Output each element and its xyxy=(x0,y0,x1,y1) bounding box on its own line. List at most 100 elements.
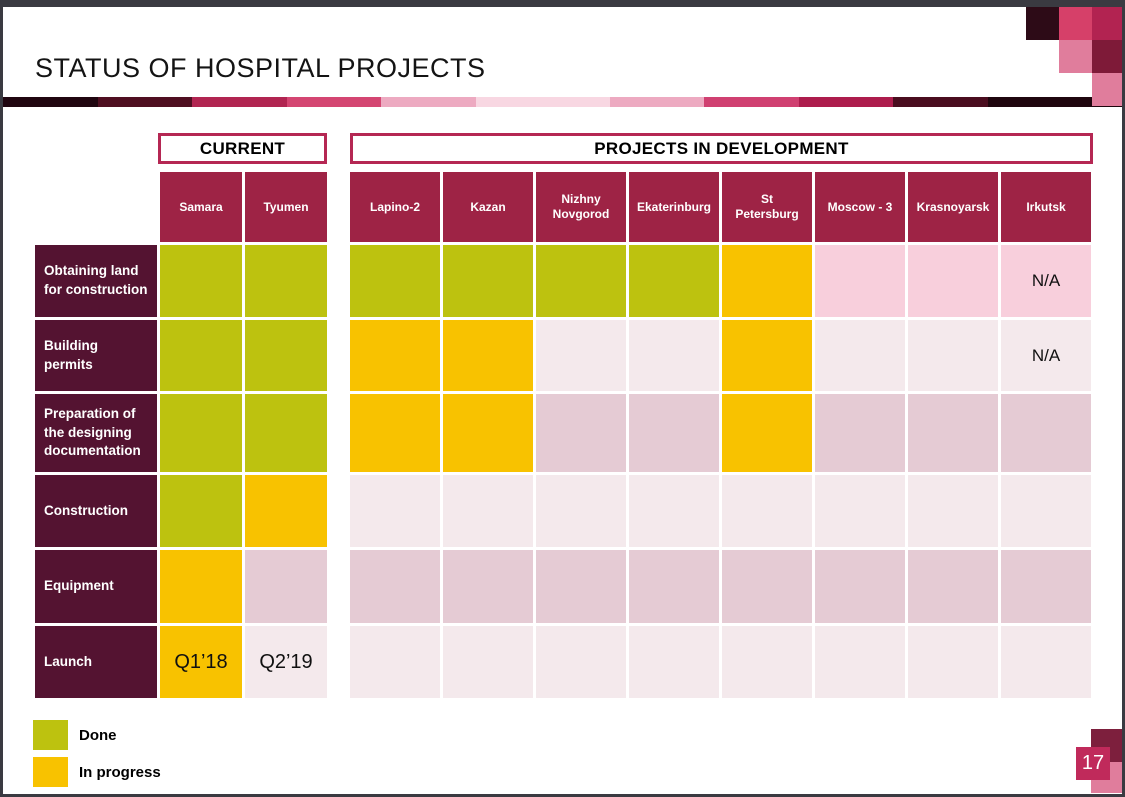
cell-development-r4c1 xyxy=(443,550,533,623)
cell-development-r5c0 xyxy=(350,626,440,698)
cell-development-r4c2 xyxy=(536,550,626,623)
cell-current-r2c1 xyxy=(245,394,327,472)
column-header-lapino-2: Lapino-2 xyxy=(350,172,440,242)
column-header-kazan: Kazan xyxy=(443,172,533,242)
cell-current-r5c1: Q2’19 xyxy=(245,626,327,698)
cell-current-r0c1 xyxy=(245,245,327,317)
legend: Done In progress xyxy=(33,720,161,794)
column-header-ekaterinburg: Ekaterinburg xyxy=(629,172,719,242)
cell-development-r3c1 xyxy=(443,475,533,547)
column-header-moscow-3: Moscow - 3 xyxy=(815,172,905,242)
cell-development-r2c1 xyxy=(443,394,533,472)
row-label-equipment: Equipment xyxy=(35,550,157,623)
stripe-segment xyxy=(609,97,705,107)
cell-development-r3c3 xyxy=(629,475,719,547)
cell-development-r1c4 xyxy=(722,320,812,391)
corner-square xyxy=(1092,40,1122,73)
legend-label-done: Done xyxy=(79,726,117,744)
cell-current-r3c0 xyxy=(160,475,242,547)
cell-development-r0c0 xyxy=(350,245,440,317)
cell-development-r1c2 xyxy=(536,320,626,391)
cell-development-r1c7: N/A xyxy=(1001,320,1091,391)
cell-development-r5c1 xyxy=(443,626,533,698)
cell-development-r1c3 xyxy=(629,320,719,391)
legend-swatch-done xyxy=(33,720,68,750)
cell-development-r1c1 xyxy=(443,320,533,391)
column-header-nizhny-novgorod: Nizhny Novgorod xyxy=(536,172,626,242)
stripe-segment xyxy=(381,97,476,107)
cell-development-r2c3 xyxy=(629,394,719,472)
stripe-segment xyxy=(3,97,98,107)
row-label-obtaining-land-for-const: Obtaining land for construction xyxy=(35,245,157,317)
column-header-tyumen: Tyumen xyxy=(245,172,327,242)
stripe-segment xyxy=(893,97,988,107)
current-section-header: CURRENT xyxy=(158,133,327,164)
cell-development-r5c5 xyxy=(815,626,905,698)
current-table: Samara Tyumen Obtaining land for construct… xyxy=(35,172,327,698)
accent-stripe xyxy=(3,97,1122,107)
cell-development-r0c4 xyxy=(722,245,812,317)
column-header-irkutsk: Irkutsk xyxy=(1001,172,1091,242)
cell-development-r0c5 xyxy=(815,245,905,317)
cell-development-r2c2 xyxy=(536,394,626,472)
cell-development-r4c5 xyxy=(815,550,905,623)
cell-current-r1c0 xyxy=(160,320,242,391)
legend-swatch-progress xyxy=(33,757,68,787)
development-section-header: PROJECTS IN DEVELOPMENT xyxy=(350,133,1093,164)
legend-item-done: Done xyxy=(33,720,161,750)
stripe-segment xyxy=(704,97,799,107)
cell-current-r5c0: Q1’18 xyxy=(160,626,242,698)
corner-square xyxy=(1092,73,1122,106)
cell-development-r4c0 xyxy=(350,550,440,623)
cell-development-r1c6 xyxy=(908,320,998,391)
cell-current-r4c0 xyxy=(160,550,242,623)
cell-development-r1c5 xyxy=(815,320,905,391)
cell-development-r4c3 xyxy=(629,550,719,623)
cell-development-r5c7 xyxy=(1001,626,1091,698)
cell-development-r2c4 xyxy=(722,394,812,472)
cell-development-r2c0 xyxy=(350,394,440,472)
cell-development-r5c2 xyxy=(536,626,626,698)
stripe-segment xyxy=(286,97,381,107)
legend-item-progress: In progress xyxy=(33,757,161,787)
column-header-samara: Samara xyxy=(160,172,242,242)
row-label-preparation-of-the-desig: Preparation of the designing documentati… xyxy=(35,394,157,472)
cell-development-r0c3 xyxy=(629,245,719,317)
cell-development-r5c6 xyxy=(908,626,998,698)
cell-development-r3c7 xyxy=(1001,475,1091,547)
cell-development-r3c0 xyxy=(350,475,440,547)
cell-development-r4c7 xyxy=(1001,550,1091,623)
row-label-building-permits: Building permits xyxy=(35,320,157,391)
cell-development-r2c5 xyxy=(815,394,905,472)
cell-current-r2c0 xyxy=(160,394,242,472)
stripe-segment xyxy=(475,97,610,107)
cell-development-r0c2 xyxy=(536,245,626,317)
cell-current-r1c1 xyxy=(245,320,327,391)
cell-development-r3c4 xyxy=(722,475,812,547)
cell-development-r1c0 xyxy=(350,320,440,391)
legend-label-progress: In progress xyxy=(79,763,161,781)
row-label-construction: Construction xyxy=(35,475,157,547)
cell-development-r3c5 xyxy=(815,475,905,547)
cell-development-r4c6 xyxy=(908,550,998,623)
corner-square xyxy=(1092,7,1122,40)
column-header-st-petersburg: St Petersburg xyxy=(722,172,812,242)
page-number: 17 xyxy=(1076,747,1110,780)
cell-development-r4c4 xyxy=(722,550,812,623)
development-table: Lapino-2 Kazan Nizhny Novgorod Ekaterinburg… xyxy=(350,172,1091,698)
corner-square xyxy=(1059,40,1092,73)
cell-current-r3c1 xyxy=(245,475,327,547)
current-corner-spacer xyxy=(35,172,157,242)
cell-development-r5c3 xyxy=(629,626,719,698)
cell-development-r0c7: N/A xyxy=(1001,245,1091,317)
cell-development-r2c7 xyxy=(1001,394,1091,472)
cell-development-r5c4 xyxy=(722,626,812,698)
cell-development-r0c6 xyxy=(908,245,998,317)
cell-development-r3c6 xyxy=(908,475,998,547)
corner-square xyxy=(1059,7,1092,40)
cell-development-r0c1 xyxy=(443,245,533,317)
stripe-segment xyxy=(192,97,287,107)
cell-development-r2c6 xyxy=(908,394,998,472)
cell-current-r0c0 xyxy=(160,245,242,317)
